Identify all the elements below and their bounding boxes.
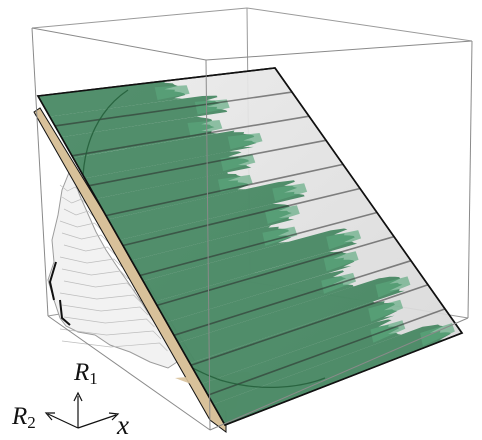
green-strip xyxy=(38,81,186,117)
mesh-line xyxy=(63,280,136,292)
green-fringe xyxy=(420,323,455,346)
slab-groove xyxy=(207,308,446,396)
green-strip xyxy=(213,324,451,425)
green-strip xyxy=(166,270,354,343)
green-fringe xyxy=(227,133,263,150)
green-fringe xyxy=(272,183,308,202)
mesh-line xyxy=(63,208,97,220)
green-fringe xyxy=(194,99,230,115)
mesh-line xyxy=(59,328,162,340)
green-fringe xyxy=(326,230,362,250)
mesh-line xyxy=(61,340,168,352)
mesh-line xyxy=(61,304,149,316)
slab-groove xyxy=(54,91,293,127)
mesh-line xyxy=(63,316,155,328)
bounding-box-front xyxy=(31,27,473,431)
mesh-line xyxy=(59,256,123,268)
green-strip xyxy=(154,251,355,323)
slab-groove xyxy=(190,284,429,366)
mesh-line xyxy=(63,244,116,256)
green-strip xyxy=(189,301,398,384)
slab-groove xyxy=(173,259,412,337)
green-fringe xyxy=(368,299,404,322)
green-strip xyxy=(61,116,217,158)
axis-label-x: x xyxy=(117,410,129,440)
white-mesh-surface xyxy=(47,168,181,369)
green-fringe xyxy=(217,174,253,193)
mesh-line xyxy=(61,232,110,244)
green-fringe xyxy=(375,276,411,298)
green-strip xyxy=(108,180,305,240)
slab-groove xyxy=(105,163,344,217)
slab-groove xyxy=(156,235,395,307)
green-fringe xyxy=(187,120,223,136)
green-patches xyxy=(38,81,455,425)
green-strip xyxy=(49,95,228,138)
mesh-line xyxy=(59,292,142,304)
green-strip xyxy=(96,172,249,220)
green-fringe xyxy=(323,251,359,272)
axes-indicator xyxy=(44,391,120,429)
slab-groove xyxy=(71,115,310,157)
green-strip xyxy=(143,228,358,302)
green-fringe xyxy=(154,85,190,100)
inclined-slab xyxy=(36,67,464,426)
mesh-line xyxy=(59,220,103,232)
slab-grooves xyxy=(54,91,446,396)
green-strip xyxy=(178,276,405,364)
axis-label-r2: R2 xyxy=(12,403,36,432)
green-strip xyxy=(73,130,257,179)
axis-label-r1: R1 xyxy=(74,359,98,388)
slab-groove xyxy=(139,211,378,277)
green-strip xyxy=(119,203,295,261)
slab-groove xyxy=(122,187,361,247)
mesh-line xyxy=(61,268,129,280)
